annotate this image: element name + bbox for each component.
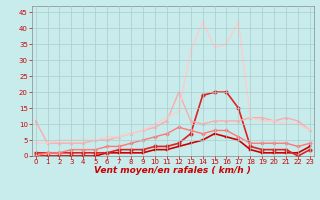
X-axis label: Vent moyen/en rafales ( km/h ): Vent moyen/en rafales ( km/h ) (94, 166, 251, 175)
